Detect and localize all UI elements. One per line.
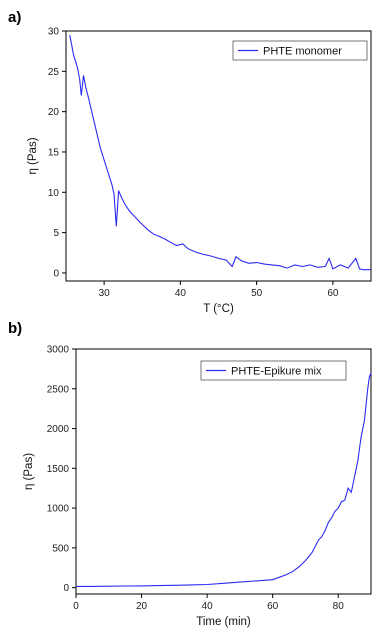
chart-b-y-ticks: 0 500 1000 1500 2000 2500 3000 <box>47 345 76 594</box>
chart-b-x-axis-label: Time (min) <box>196 616 251 628</box>
chart-a-legend-box <box>232 40 368 61</box>
chart-a-frame <box>65 30 372 282</box>
chart-a-legend-label: PHTE monomer <box>263 46 342 58</box>
chartB-y-tick-label-6: 3000 <box>47 345 70 356</box>
chart-a-y-ticks: 0 5 10 15 20 25 30 <box>48 27 66 279</box>
chart-b-frame <box>75 348 372 595</box>
chartA-x-tick-label-0: 30 <box>99 288 111 299</box>
chart-a-series-line <box>69 34 371 271</box>
chart-b-legend-box <box>200 360 347 381</box>
chartB-x-tick-label-3: 60 <box>267 601 279 612</box>
panel-b-label: b) <box>8 320 22 337</box>
chart-b-x-ticks: 0 20 40 60 80 <box>73 594 344 612</box>
chart-a-y-axis-label: η (Pas) <box>27 137 39 174</box>
chartA-y-tick-label-5: 25 <box>48 67 60 78</box>
panel-a-label: a) <box>8 9 21 26</box>
chartA-y-tick-label-4: 20 <box>48 107 60 118</box>
chartA-y-tick-label-1: 5 <box>53 228 59 239</box>
chartA-x-tick-label-1: 40 <box>175 288 187 299</box>
chart-b-series-line <box>76 372 372 587</box>
chartB-y-tick-label-0: 0 <box>63 583 69 594</box>
chartB-x-tick-label-1: 20 <box>136 601 148 612</box>
chartB-x-tick-label-0: 0 <box>73 601 79 612</box>
chartA-x-tick-label-3: 60 <box>327 288 339 299</box>
chart-b-legend-label: PHTE-Epikure mix <box>231 366 322 378</box>
chartA-y-tick-label-3: 15 <box>48 147 60 158</box>
chart-a-x-axis-label: T (°C) <box>203 303 234 315</box>
chart-b: 0 20 40 60 80 0 500 1000 1500 2000 2500 3000 Time … <box>23 345 372 628</box>
chart-a-x-ticks: 30 40 50 60 <box>99 281 339 299</box>
chartB-x-tick-label-4: 80 <box>333 601 345 612</box>
chartA-y-tick-label-2: 10 <box>48 188 60 199</box>
chartB-y-tick-label-1: 500 <box>52 543 69 554</box>
chart-a-legend: PHTE monomer <box>232 40 368 61</box>
chartA-y-tick-label-0: 0 <box>53 268 59 279</box>
chartB-y-tick-label-5: 2500 <box>47 384 70 395</box>
chart-a: 30 40 50 60 0 5 10 15 20 25 30 T (°C) η (Pas) PHT… <box>27 27 372 315</box>
chartB-y-tick-label-2: 1000 <box>47 504 70 515</box>
chartB-x-tick-label-2: 40 <box>202 601 214 612</box>
chartA-y-tick-label-6: 30 <box>48 27 60 38</box>
chartA-x-tick-label-2: 50 <box>251 288 263 299</box>
chart-b-legend: PHTE-Epikure mix <box>200 360 347 381</box>
chartB-y-tick-label-4: 2000 <box>47 424 70 435</box>
chartB-y-tick-label-3: 1500 <box>47 464 70 475</box>
chart-b-y-axis-label: η (Pas) <box>23 453 35 490</box>
